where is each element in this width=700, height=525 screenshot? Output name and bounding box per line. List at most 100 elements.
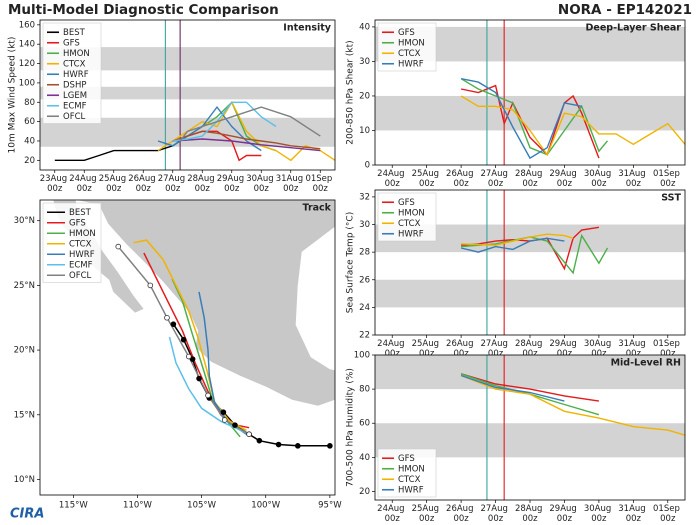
x-tick-label: 27Aug 00z — [158, 174, 188, 194]
y-tick-label: 80 — [24, 98, 35, 108]
y-tick-label: 20 — [24, 156, 35, 166]
y-tick-label: 24 — [359, 303, 370, 313]
x-tick-label: 30Aug 00z — [584, 504, 614, 524]
series-line — [460, 78, 582, 160]
panel-title: Deep-Layer Shear — [586, 23, 682, 34]
x-tick-label: 100°W — [251, 501, 280, 511]
series-line — [460, 78, 609, 156]
y-tick-label: 40 — [359, 453, 370, 463]
x-tick-label: 27Aug 00z — [480, 169, 510, 189]
series-line — [460, 374, 686, 436]
track-point — [147, 282, 154, 289]
legend-label: ECMF — [63, 101, 87, 111]
x-tick-label: 24Aug 00z — [377, 169, 407, 189]
y-tick-label: 120 — [19, 59, 35, 69]
x-tick-label: 01Sep 00z — [305, 174, 335, 194]
y-tick-label: 28 — [359, 248, 370, 258]
x-tick-label: 31Aug 00z — [276, 174, 306, 194]
track-point — [185, 353, 192, 360]
x-tick-label: 26Aug 00z — [446, 169, 476, 189]
y-tick-label: 15°N — [14, 410, 35, 420]
track-point — [327, 443, 333, 449]
legend-label: HWRF — [398, 229, 424, 239]
legend-label: HWRF — [63, 70, 89, 80]
legend-label: CTCX — [63, 59, 86, 69]
x-tick-label: 01Sep 00z — [653, 339, 683, 359]
y-axis-label: Sea Surface Temp (°C) — [346, 212, 356, 313]
legend-label: HMON — [398, 38, 425, 48]
logo: CIRA — [10, 507, 44, 522]
x-tick-label: 115°W — [59, 501, 88, 511]
axes-frame — [374, 19, 686, 166]
x-tick-label: 24Aug 00z — [377, 504, 407, 524]
track-point — [221, 417, 228, 423]
series-line — [460, 84, 600, 159]
y-tick-label: 100 — [19, 78, 35, 88]
series-line — [460, 237, 565, 253]
y-tick-label: 20 — [359, 91, 370, 101]
y-tick-label: 10 — [359, 126, 370, 136]
series-line — [460, 373, 600, 402]
series-line — [461, 233, 574, 246]
y-tick-label: 20 — [359, 487, 370, 497]
legend-label: ECMF — [69, 260, 93, 270]
x-tick-label: 25Aug 00z — [99, 174, 129, 194]
x-tick-label: 27Aug 00z — [480, 504, 510, 524]
track-point — [196, 375, 202, 382]
x-tick-label: 105°W — [187, 501, 216, 511]
land-mainland — [75, 199, 336, 407]
x-tick-label: 24Aug 00z — [377, 339, 407, 359]
legend-label: HWRF — [69, 250, 95, 260]
axes-frame — [374, 189, 686, 336]
track-point — [164, 314, 170, 321]
shaded-band — [375, 355, 685, 390]
y-tick-label: 40 — [359, 22, 370, 32]
series-line — [172, 138, 321, 152]
y-tick-label: 100 — [354, 351, 370, 361]
legend-label: GFS — [69, 218, 86, 228]
series-line — [179, 106, 321, 142]
y-tick-label: 25°N — [14, 281, 35, 291]
legend-label: CTCX — [398, 219, 421, 229]
axes-frame — [374, 354, 686, 501]
legend-label: OFCL — [69, 271, 92, 281]
legend-label: HMON — [398, 208, 425, 218]
legend-label: HWRF — [398, 485, 424, 495]
x-tick-label: 31Aug 00z — [618, 504, 648, 524]
x-tick-label: 28Aug 00z — [187, 174, 217, 194]
legend-label: CTCX — [69, 239, 92, 249]
legend-label: DSHP — [63, 80, 86, 90]
x-tick-label: 26Aug 00z — [128, 174, 158, 194]
panel-title: Mid-Level RH — [611, 358, 681, 369]
legend-label: HMON — [69, 229, 96, 239]
figure-title: Multi-Model Diagnostic Comparison — [8, 2, 279, 18]
series-line — [460, 95, 686, 157]
x-tick-label: 95°W — [318, 501, 342, 511]
x-tick-label: 28Aug 00z — [515, 339, 545, 359]
x-tick-label: 29Aug 00z — [549, 504, 579, 524]
series-line — [54, 140, 181, 161]
x-tick-label: 31Aug 00z — [618, 339, 648, 359]
y-axis-label: 200-850 hPa Shear (kt) — [346, 40, 356, 144]
panel-title: SST — [661, 193, 681, 204]
shaded-band — [40, 86, 335, 100]
shaded-band — [375, 95, 685, 131]
legend-box — [42, 202, 102, 283]
x-tick-label: 30Aug 00z — [246, 174, 276, 194]
y-tick-label: 22 — [359, 331, 370, 341]
x-tick-label: 25Aug 00z — [412, 169, 442, 189]
axes-frame — [39, 199, 336, 496]
legend-label: HMON — [398, 464, 425, 474]
shaded-band — [375, 279, 685, 308]
legend-label: GFS — [63, 38, 80, 48]
y-axis-label: 700-500 hPa Humidity (%) — [346, 368, 356, 487]
y-tick-label: 30 — [359, 57, 370, 67]
x-tick-label: 26Aug 00z — [446, 504, 476, 524]
y-tick-label: 160 — [19, 20, 35, 30]
x-tick-label: 29Aug 00z — [217, 174, 247, 194]
y-tick-label: 30 — [359, 220, 370, 230]
x-tick-label: 27Aug 00z — [480, 339, 510, 359]
legend-label: GFS — [398, 28, 415, 38]
legend-label: HWRF — [398, 59, 424, 69]
